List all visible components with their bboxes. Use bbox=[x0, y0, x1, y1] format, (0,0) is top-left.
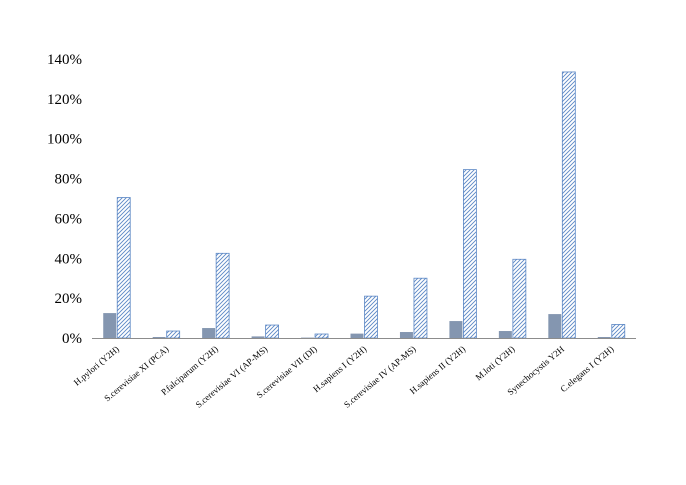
solid-bar bbox=[251, 336, 265, 338]
y-axis-tick-labels: 0% 20% 40% 60% 80% 100% 120% 140% bbox=[47, 52, 82, 347]
hatched-bar bbox=[561, 71, 576, 339]
y-tick-label: 40% bbox=[55, 251, 83, 267]
y-tick-label: 100% bbox=[47, 132, 82, 148]
solid-bar bbox=[498, 331, 512, 338]
y-tick-label: 60% bbox=[55, 211, 83, 227]
hatched-bar bbox=[364, 295, 378, 339]
hatched-bar bbox=[166, 330, 181, 339]
solid-bar bbox=[152, 337, 166, 338]
y-tick-label: 120% bbox=[47, 92, 82, 108]
solid-bar bbox=[202, 328, 216, 338]
solid-bar bbox=[449, 321, 463, 338]
y-tick-label: 140% bbox=[47, 52, 82, 68]
solid-bar bbox=[548, 314, 562, 338]
hatched-bar bbox=[116, 197, 131, 339]
hatched-bar bbox=[463, 169, 477, 339]
hatched-bar bbox=[265, 324, 279, 339]
solid-bar bbox=[399, 332, 413, 338]
bars bbox=[103, 71, 626, 339]
hatched-bar bbox=[215, 252, 230, 339]
hatched-bar bbox=[611, 324, 626, 339]
hatched-bar bbox=[413, 277, 428, 339]
x-axis-category-labels: H.pylori (Y2H)S.cerevisiae XI (PCA)P.fal… bbox=[72, 344, 616, 410]
solid-bar bbox=[103, 313, 117, 338]
hatched-bar bbox=[512, 258, 527, 339]
solid-bar bbox=[597, 337, 611, 338]
y-tick-label: 20% bbox=[55, 291, 83, 307]
solid-bar bbox=[350, 333, 364, 338]
x-category-label: M.loti (Y2H) bbox=[473, 344, 516, 383]
hatched-bar bbox=[314, 333, 329, 339]
y-tick-label: 0% bbox=[62, 331, 82, 347]
x-category-label: H.pylori (Y2H) bbox=[72, 344, 121, 388]
x-category-label: C.elegans I (Y2H) bbox=[558, 344, 615, 394]
y-tick-label: 80% bbox=[55, 172, 83, 188]
